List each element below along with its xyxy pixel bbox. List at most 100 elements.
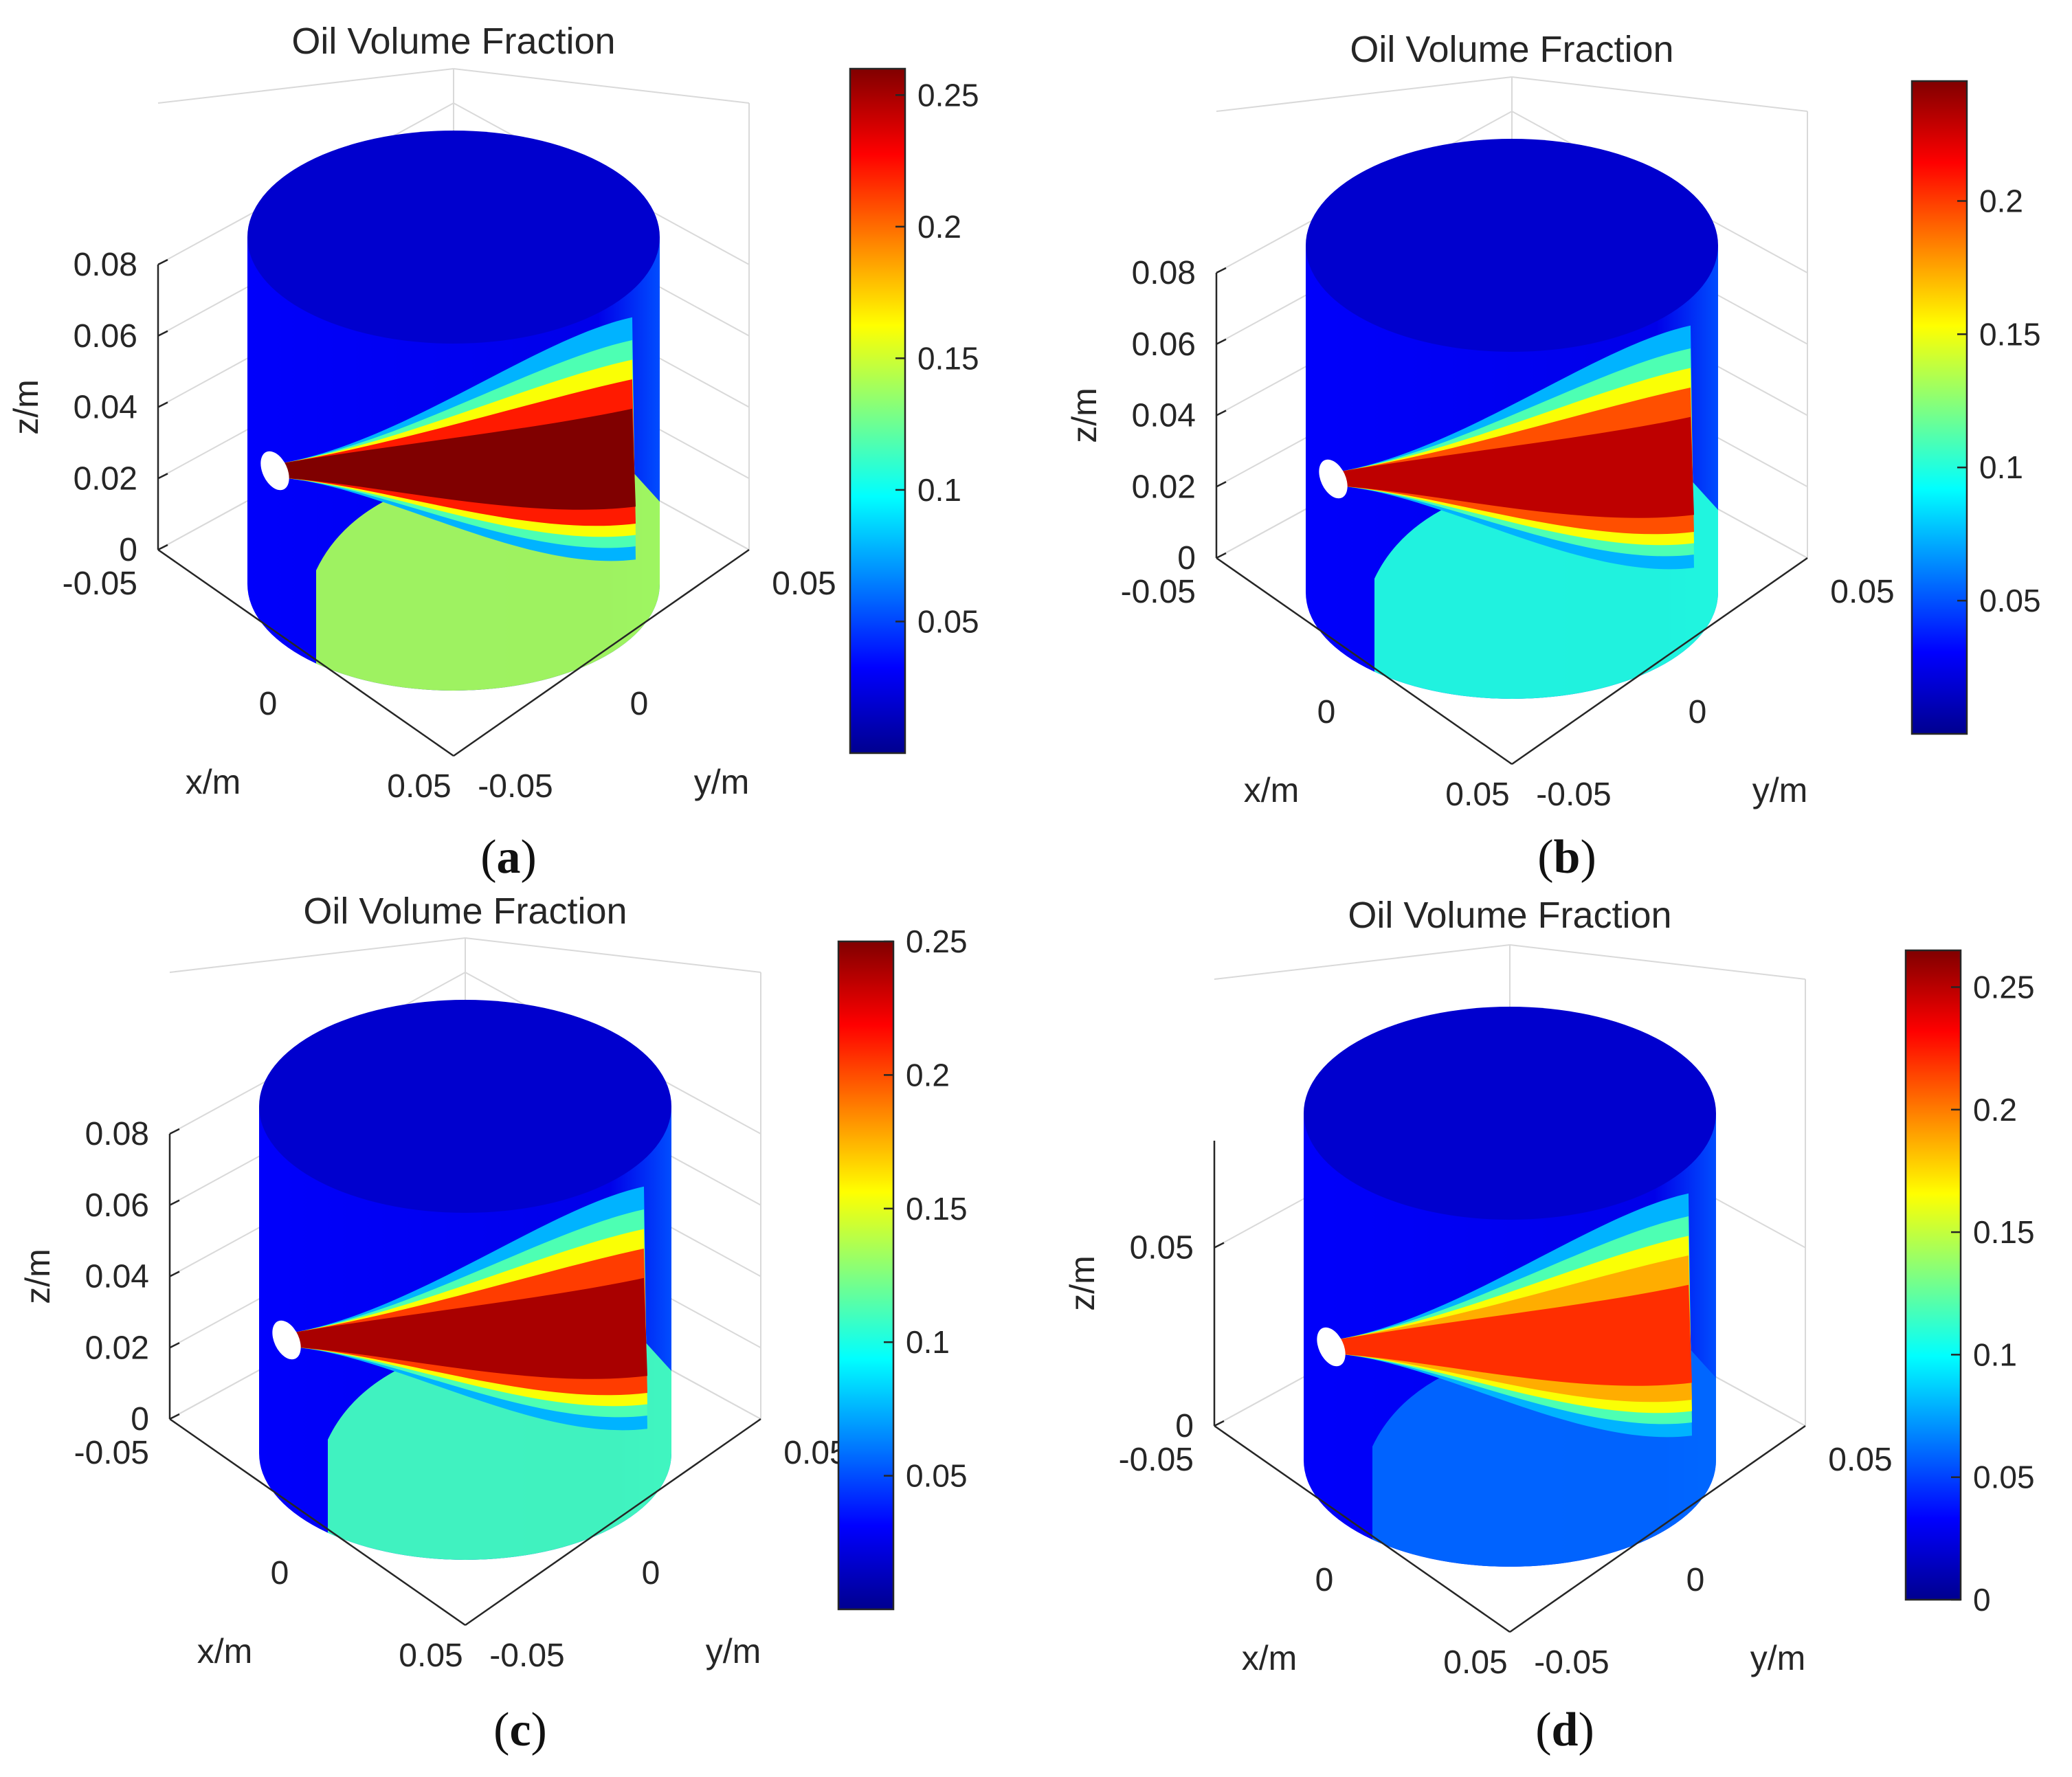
inlet-hole: [1319, 459, 1348, 499]
y-tick-label: 0: [642, 1555, 660, 1591]
x-axis-label: x/m: [1242, 1639, 1297, 1677]
panel-caption: (c): [493, 1703, 547, 1756]
plume-band: [1335, 1284, 1692, 1386]
caption-close: ): [1578, 1703, 1594, 1756]
inlet-hole: [260, 451, 289, 491]
z-tick-label: 0.05: [1130, 1230, 1194, 1266]
cylinder-surface: [1304, 1007, 1716, 1567]
colorbar-tick-label: 0.1: [917, 472, 961, 508]
colorbar-tick-label: 0.2: [906, 1057, 950, 1093]
x-tick-label: 0.05: [399, 1638, 463, 1674]
colorbar-tick-label: 0.25: [906, 924, 968, 959]
x-tick-label: -0.05: [1119, 1442, 1194, 1478]
z-tick-label: 0.02: [1132, 469, 1196, 505]
y-axis-label: y/m: [706, 1632, 761, 1670]
z-axis-label: z/m: [1065, 388, 1104, 443]
panel-title: Oil Volume Fraction: [303, 891, 627, 932]
y-tick-label: -0.05: [478, 768, 553, 805]
colorbar-tick-label: 0.15: [1973, 1214, 2035, 1250]
x-tick-label: -0.05: [63, 566, 137, 602]
x-tick-label: 0.05: [1445, 776, 1509, 813]
caption-letter: c: [509, 1703, 531, 1756]
colorbar-tick-label: 0.15: [906, 1191, 968, 1227]
x-axis-label: x/m: [186, 763, 241, 801]
panel-caption: (a): [480, 831, 537, 884]
y-tick-label: 0: [1689, 694, 1707, 730]
panel-title: Oil Volume Fraction: [291, 21, 615, 62]
cylinder-top-cap: [259, 1000, 671, 1213]
panel-title: Oil Volume Fraction: [1350, 29, 1673, 70]
cylinder-top-cap: [1306, 139, 1718, 352]
y-tick-label: 0.05: [772, 566, 836, 602]
caption-open: (: [493, 1703, 509, 1756]
colorbar-tick-label: 0.05: [906, 1458, 968, 1494]
panel-title: Oil Volume Fraction: [1348, 895, 1671, 936]
axes-lines: [1213, 1141, 1806, 1633]
colorbar-tick-label: 0.2: [917, 209, 961, 245]
x-tick-label: -0.05: [74, 1435, 149, 1471]
axes-lines: [157, 258, 750, 757]
z-tick-label: 0.04: [85, 1259, 149, 1295]
axes-lines: [168, 1128, 761, 1627]
colorbar-tick-label: 0.2: [1973, 1092, 2017, 1128]
cylinder-top-cap: [247, 131, 660, 344]
caption-letter: a: [497, 831, 521, 884]
y-axis-label: y/m: [1752, 771, 1808, 809]
colorbar-gradient: [849, 67, 906, 755]
y-tick-label: 0: [630, 686, 649, 722]
colorbar-tick-label: 0.05: [1973, 1460, 2035, 1495]
caption-close: ): [531, 1703, 547, 1756]
inlet-hole: [272, 1320, 301, 1360]
colorbar-gradient: [1911, 80, 1968, 735]
panel-caption: (b): [1537, 831, 1596, 884]
z-tick-label: 0.08: [74, 247, 137, 283]
colorbar-tick-label: 0.2: [1979, 183, 2023, 219]
x-tick-label: 0.05: [387, 768, 451, 805]
colorbar-tick-label: 0.15: [917, 340, 979, 376]
z-axis-label: z/m: [1063, 1255, 1102, 1311]
caption-close: ): [1580, 831, 1596, 884]
y-tick-label: -0.05: [1536, 776, 1611, 813]
y-tick-label: 0.05: [1828, 1442, 1892, 1478]
z-tick-label: 0: [131, 1401, 149, 1438]
colorbar-tick-label: 0.05: [1979, 583, 2041, 618]
caption-letter: d: [1552, 1703, 1579, 1756]
colorbar-tick-label: 0.1: [906, 1324, 950, 1360]
caption-open: (: [1535, 1703, 1551, 1756]
y-axis-label: y/m: [1750, 1639, 1806, 1677]
colorbar: 0 0.05 0.1 0.15 0.2 0.25: [1904, 949, 2035, 1618]
z-axis-label: z/m: [19, 1249, 57, 1304]
z-tick-label: 0.04: [74, 390, 137, 426]
colorbar-tick-label: 0.1: [1973, 1337, 2017, 1372]
y-tick-label: -0.05: [1534, 1644, 1609, 1681]
colorbar-tick-label: 0.25: [1973, 969, 2035, 1005]
z-tick-label: 0.06: [1132, 326, 1196, 363]
z-tick-label: 0.02: [74, 460, 137, 497]
z-tick-label: 0.08: [85, 1116, 149, 1152]
colorbar-tick-label: 0: [1973, 1582, 1991, 1618]
cylinder-top-cap: [1304, 1007, 1716, 1220]
x-tick-label: 0: [1315, 1562, 1334, 1598]
cylinder-surface: [1306, 139, 1718, 699]
x-tick-label: -0.05: [1121, 574, 1196, 610]
caption-close: ): [521, 831, 537, 884]
y-tick-label: 0.05: [783, 1435, 847, 1471]
plume-band: [290, 1277, 647, 1379]
x-axis-label: x/m: [197, 1632, 253, 1670]
plume-band: [278, 408, 636, 510]
x-tick-label: 0: [259, 686, 278, 722]
z-tick-label: 0.02: [85, 1330, 149, 1366]
z-tick-label: 0: [119, 532, 137, 568]
caption-open: (: [480, 831, 496, 884]
panel-caption: (d): [1535, 1703, 1594, 1756]
x-axis-label: x/m: [1244, 771, 1300, 809]
colorbar: 0.05 0.1 0.15 0.2 0.25: [837, 924, 968, 1611]
colorbar-tick-label: 0.05: [917, 603, 979, 639]
inlet-hole: [1317, 1327, 1346, 1367]
axes-lines: [1215, 267, 1808, 765]
z-axis-label: z/m: [7, 379, 45, 435]
